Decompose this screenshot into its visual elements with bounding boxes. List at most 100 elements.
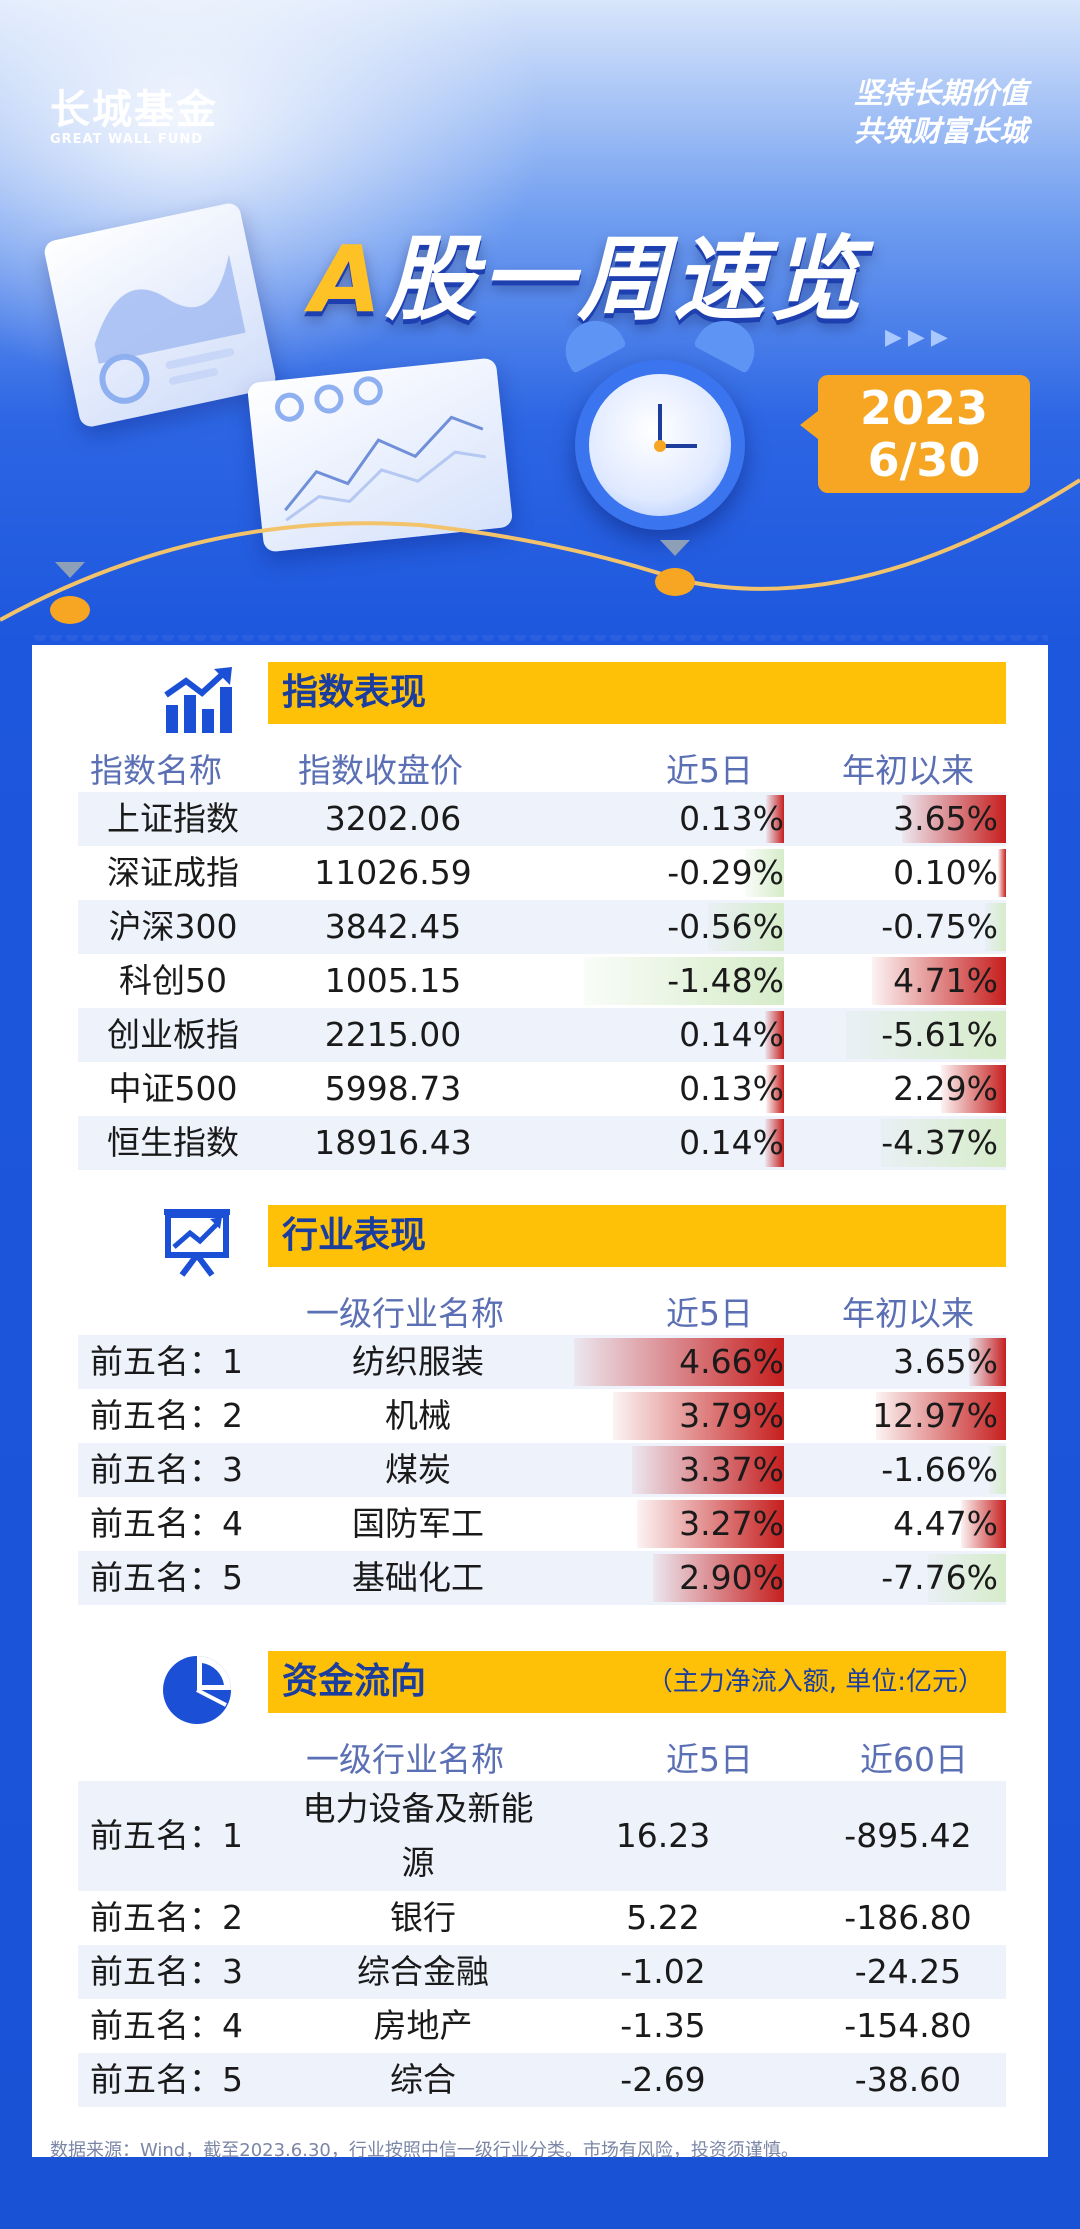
table-row: 前五名：2 机械 3.79% 12.97% bbox=[78, 1389, 1006, 1443]
clock-center bbox=[654, 440, 666, 452]
rank-label: 前五名：1 bbox=[90, 1342, 243, 1381]
clock-hand-hour bbox=[659, 444, 697, 448]
flow-d5: 16.23 bbox=[615, 1816, 711, 1855]
flow-section-title: 资金流向 （主力净流入额, 单位:亿元） bbox=[268, 1651, 1006, 1713]
industry-name: 纺织服装 bbox=[352, 1342, 484, 1381]
index-d5: 0.13% bbox=[679, 799, 784, 838]
index-ytd: 4.71% bbox=[893, 961, 998, 1000]
chart-paper-illustration bbox=[246, 357, 514, 553]
industry-name: 基础化工 bbox=[352, 1558, 484, 1597]
header-d60: 近60日 bbox=[860, 1740, 968, 1779]
pie-chart-icon bbox=[163, 1656, 231, 1724]
industry-ytd: 4.47% bbox=[893, 1504, 998, 1543]
rank-label: 前五名：2 bbox=[90, 1898, 243, 1937]
negative-bar bbox=[989, 1446, 1006, 1494]
brand-logo: 长城基金 GREAT WALL FUND bbox=[50, 88, 218, 148]
date-year: 2023 bbox=[859, 381, 989, 435]
header-index-name: 指数名称 bbox=[90, 751, 222, 790]
flow-d5: 5.22 bbox=[626, 1898, 700, 1937]
index-d5: 0.14% bbox=[679, 1123, 784, 1162]
positive-bar bbox=[632, 1446, 784, 1494]
date-month-day: 6/30 bbox=[867, 433, 981, 487]
flow-industry-name: 电力设备及新能源 bbox=[302, 1789, 534, 1882]
report-illustration bbox=[42, 201, 278, 429]
industry-table: 前五名：1 纺织服装 4.66% 3.65% 前五名：2 机械 3.79% 12.97% 前五名… bbox=[78, 1335, 1006, 1605]
table-row: 前五名：1 纺织服装 4.66% 3.65% bbox=[78, 1335, 1006, 1389]
data-card: 指数表现 指数名称 指数收盘价 近5日 年初以来 上证指数 3202.06 0.13… bbox=[32, 635, 1048, 2157]
date-badge: 2023 6/30 bbox=[800, 375, 1030, 493]
flow-d5: -1.02 bbox=[620, 1952, 706, 1991]
positive-bar bbox=[998, 849, 1006, 897]
industry-d5: 4.66% bbox=[679, 1342, 784, 1381]
positive-bar bbox=[765, 1011, 784, 1059]
index-close: 2215.00 bbox=[324, 1015, 462, 1054]
table-row: 创业板指 2215.00 0.14% -5.61% bbox=[78, 1008, 1006, 1062]
flow-table-header: 一级行业名称 近5日 近60日 bbox=[78, 1737, 1006, 1783]
index-d5: -0.29% bbox=[667, 853, 784, 892]
positive-bar bbox=[653, 1554, 784, 1602]
table-row: 前五名：5 综合 -2.69 -38.60 bbox=[78, 2053, 1006, 2107]
index-ytd: 0.10% bbox=[893, 853, 998, 892]
table-row: 前五名：2 银行 5.22 -186.80 bbox=[78, 1891, 1006, 1945]
positive-bar bbox=[766, 795, 784, 843]
index-close: 1005.15 bbox=[324, 961, 462, 1000]
index-ytd: 2.29% bbox=[893, 1069, 998, 1108]
industry-name: 煤炭 bbox=[385, 1450, 451, 1489]
title-prefix: A bbox=[310, 226, 386, 333]
index-d5: -0.56% bbox=[667, 907, 784, 946]
brand-name-en: GREAT WALL FUND bbox=[50, 132, 204, 147]
presentation-chart-icon bbox=[164, 1209, 230, 1277]
flow-d60: -154.80 bbox=[844, 2006, 972, 2045]
ticket-edge bbox=[32, 635, 1048, 647]
footnote: 数据来源：Wind，截至2023.6.30，行业按照中信一级行业分类。市场有风险… bbox=[50, 2140, 799, 2161]
bar-chart-icon bbox=[164, 667, 232, 733]
index-name: 创业板指 bbox=[107, 1015, 239, 1054]
positive-bar bbox=[876, 1392, 1006, 1440]
negative-bar bbox=[881, 1119, 1006, 1167]
industry-ytd: -1.66% bbox=[881, 1450, 998, 1489]
index-ytd: -0.75% bbox=[881, 907, 998, 946]
industry-table-header: 一级行业名称 近5日 年初以来 bbox=[78, 1291, 1006, 1337]
flow-industry-name: 综合 bbox=[390, 2060, 456, 2099]
industry-d5: 3.79% bbox=[679, 1396, 784, 1435]
header-d5: 近5日 bbox=[666, 1294, 753, 1333]
index-close: 5998.73 bbox=[324, 1069, 462, 1108]
industry-d5: 2.90% bbox=[679, 1558, 784, 1597]
industry-d5: 3.27% bbox=[679, 1504, 784, 1543]
flow-industry-name: 银行 bbox=[390, 1898, 456, 1937]
positive-bar bbox=[636, 1500, 784, 1548]
table-row: 前五名：4 房地产 -1.35 -154.80 bbox=[78, 1999, 1006, 2053]
positive-bar bbox=[961, 1500, 1006, 1548]
rank-label: 前五名：4 bbox=[90, 2006, 243, 2045]
negative-bar bbox=[928, 1554, 1006, 1602]
table-row: 科创50 1005.15 -1.48% 4.71% bbox=[78, 954, 1006, 1008]
index-ytd: 3.65% bbox=[893, 799, 998, 838]
header-industry-name: 一级行业名称 bbox=[306, 1294, 504, 1333]
index-close: 3842.45 bbox=[324, 907, 462, 946]
rank-label: 前五名：2 bbox=[90, 1396, 243, 1435]
positive-bar bbox=[765, 1119, 784, 1167]
index-name: 深证成指 bbox=[107, 853, 239, 892]
negative-bar bbox=[584, 957, 784, 1005]
index-close: 18916.43 bbox=[314, 1123, 472, 1162]
title-rest: 股一周速览 bbox=[385, 226, 866, 333]
index-ytd: -5.61% bbox=[881, 1015, 998, 1054]
index-table-header: 指数名称 指数收盘价 近5日 年初以来 bbox=[78, 748, 1006, 794]
positive-bar bbox=[766, 1065, 784, 1113]
index-d5: 0.13% bbox=[679, 1069, 784, 1108]
flow-unit-note: （主力净流入额, 单位:亿元） bbox=[646, 1667, 984, 1697]
slogan: 坚持长期价值 共筑财富长城 bbox=[854, 74, 1028, 150]
header-ytd: 年初以来 bbox=[842, 1294, 974, 1333]
table-row: 恒生指数 18916.43 0.14% -4.37% bbox=[78, 1116, 1006, 1170]
flow-d60: -895.42 bbox=[844, 1816, 972, 1855]
table-row: 前五名：5 基础化工 2.90% -7.76% bbox=[78, 1551, 1006, 1605]
index-table: 上证指数 3202.06 0.13% 3.65% 深证成指 11026.59 -0.29% 0… bbox=[78, 792, 1006, 1170]
table-row: 前五名：1 电力设备及新能源 16.23 -895.42 bbox=[78, 1781, 1006, 1891]
negative-bar bbox=[984, 903, 1006, 951]
industry-name: 机械 bbox=[385, 1396, 451, 1435]
table-row: 前五名：4 国防军工 3.27% 4.47% bbox=[78, 1497, 1006, 1551]
index-name: 科创50 bbox=[119, 961, 227, 1000]
negative-bar bbox=[708, 903, 784, 951]
clock-hand-minute bbox=[658, 404, 662, 448]
